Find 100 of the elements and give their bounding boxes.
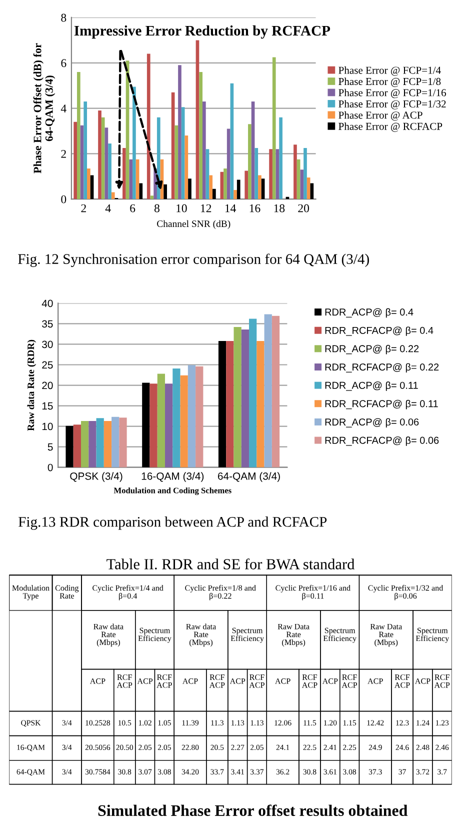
bar xyxy=(256,340,264,468)
text: Spectrum Efficiency xyxy=(138,628,172,643)
bar xyxy=(224,168,227,200)
bar xyxy=(251,101,255,200)
text: Cyclic Prefix=1/32 and β=0.06 xyxy=(368,584,444,600)
text: ACP xyxy=(414,678,430,684)
text: RCF ACP xyxy=(342,674,358,688)
bar xyxy=(181,107,185,200)
bar xyxy=(88,420,96,468)
bar xyxy=(230,83,234,200)
bar xyxy=(234,190,237,200)
legend-label: RDR_RCFACP@ β= 0.11 xyxy=(325,400,438,410)
x-tick-label: 4 xyxy=(105,204,111,212)
x-axis-title: Channel SNR (dB) xyxy=(157,220,230,230)
text: Cyclic Prefix=1/8 and β=0.22 xyxy=(185,584,256,600)
text: ACP xyxy=(182,678,198,684)
bar xyxy=(111,192,115,200)
x-tick-label: 12 xyxy=(200,204,212,212)
bar xyxy=(96,418,104,468)
text: Raw Data Rate (Mbps) xyxy=(370,624,402,647)
x-axis-title: Modulation and Coding Schemes xyxy=(114,487,232,496)
text: Cyclic Prefix=1/4 and β=0.4 xyxy=(92,584,164,600)
text: RCF ACP xyxy=(209,674,225,688)
text: Raw data Rate (Mbps) xyxy=(94,624,124,647)
bar xyxy=(74,122,77,200)
bar xyxy=(84,101,88,200)
bar xyxy=(180,375,188,468)
bar xyxy=(249,318,257,468)
bar xyxy=(269,149,272,200)
bar xyxy=(101,117,105,200)
y-tick-label: 25 xyxy=(42,361,53,369)
text: Simulated Phase Error offset results obtained xyxy=(98,804,408,816)
legend-label: RDR_RCFACP@ β= 0.22 xyxy=(325,363,439,373)
text: Cyclic Prefix=1/16 and β=0.11 xyxy=(276,584,350,600)
bar xyxy=(146,54,150,200)
y-tick-label: 40 xyxy=(42,300,53,308)
y-axis-title: Raw data Rate (RDR) xyxy=(27,340,36,431)
bar xyxy=(66,426,74,468)
caption: Fig. 12 Synchronisation error comparison for 64 QAM (3/4) xyxy=(18,254,369,267)
x-tick-label: 20 xyxy=(298,204,310,212)
bar xyxy=(184,136,188,200)
text: RCF ACP xyxy=(394,674,410,688)
text: RCF ACP xyxy=(116,674,132,688)
y-tick-label: 6 xyxy=(61,59,66,68)
bar xyxy=(104,128,108,200)
y-tick-label: 0 xyxy=(48,464,53,472)
x-tick-label: QPSK (3/4) xyxy=(70,472,122,482)
bar xyxy=(236,180,240,200)
bar xyxy=(209,175,213,200)
bar xyxy=(279,117,282,200)
bar xyxy=(310,183,314,200)
bar xyxy=(104,420,112,468)
bar xyxy=(234,327,242,468)
bar xyxy=(150,196,154,200)
text: ACP xyxy=(90,678,106,684)
text: ACP xyxy=(275,678,290,684)
x-tick-label: 16 xyxy=(250,204,260,212)
y-axis-title: Phase Error Offset (dB) for 64-QAM (3/4) xyxy=(33,43,56,174)
bar xyxy=(202,101,206,200)
bar xyxy=(196,366,204,468)
bar xyxy=(112,416,120,468)
bar xyxy=(218,340,226,468)
bar xyxy=(98,110,102,200)
bar xyxy=(261,178,265,200)
bar xyxy=(226,128,230,200)
y-tick-label: 8 xyxy=(61,14,66,22)
bar xyxy=(129,159,133,200)
x-tick-label: 16-QAM (3/4) xyxy=(142,472,204,482)
x-tick-label: 8 xyxy=(154,204,160,212)
bar xyxy=(178,65,182,200)
legend-label: RDR_RCFACP@ β= 0.4 xyxy=(325,326,434,336)
x-tick-label: 6 xyxy=(130,204,136,212)
legend-label: Phase Error @ ACP xyxy=(338,111,422,121)
x-tick-label: 64-QAM (3/4) xyxy=(218,472,280,482)
bar xyxy=(142,382,150,468)
bar xyxy=(272,316,280,468)
bar xyxy=(206,149,210,200)
text: ACP xyxy=(137,678,153,684)
bar xyxy=(157,374,166,468)
bar xyxy=(81,420,89,468)
bar xyxy=(226,340,234,468)
bar xyxy=(139,183,143,200)
bar xyxy=(73,424,81,468)
bar xyxy=(150,384,158,468)
bar xyxy=(165,384,173,468)
text: Table II. RDR and SE for BWA standard xyxy=(106,558,355,570)
text: RCF ACP xyxy=(434,674,450,688)
y-tick-label: 5 xyxy=(48,443,53,451)
bar xyxy=(241,329,250,468)
legend-label: RDR_ACP@ β= 0.06 xyxy=(325,418,419,428)
text: Coding Rate xyxy=(55,585,79,599)
bar xyxy=(258,175,262,200)
caption: Fig.13 RDR comparison between ACP and RCFACP xyxy=(18,516,327,530)
bar xyxy=(212,188,216,200)
text: ACP xyxy=(368,678,383,684)
y-tick-label: 35 xyxy=(42,320,53,328)
text: Spectrum Efficiency xyxy=(416,628,450,643)
bar xyxy=(254,148,258,200)
bar xyxy=(76,72,80,200)
bar xyxy=(172,368,180,468)
